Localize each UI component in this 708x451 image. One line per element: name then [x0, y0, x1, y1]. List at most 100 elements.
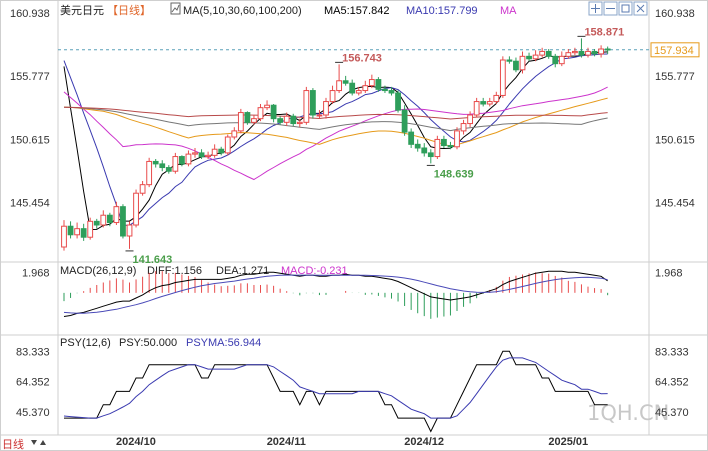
candle-body — [336, 80, 343, 92]
axis-labels: 160.938 160.938 155.777 155.777 150.615 150.6… — [10, 8, 700, 448]
price-axis-tick-right: 155.777 — [655, 71, 695, 83]
candle-body — [270, 104, 277, 120]
candle-body — [421, 147, 428, 154]
candles — [61, 38, 611, 251]
macd-title: MACD(26,12,9) — [60, 265, 136, 277]
psy-axis-tick-right: 64.352 — [655, 377, 689, 389]
candle-body — [323, 101, 329, 116]
psy-panel — [63, 350, 608, 433]
plus-icon[interactable] — [588, 1, 603, 16]
psy-axis-tick-left: 83.333 — [16, 346, 50, 358]
period-dropdown-icon[interactable] — [31, 440, 37, 445]
candle-body — [375, 79, 382, 90]
ma-line-ma60 — [63, 97, 608, 147]
candle-body — [100, 214, 107, 226]
low-annotation: 141.643 — [133, 254, 173, 266]
candle-body — [526, 55, 532, 60]
moving-averages — [63, 51, 608, 231]
candle-body — [434, 138, 441, 158]
candle-body — [552, 55, 559, 65]
candle-body — [591, 50, 598, 55]
macd-dea-line — [63, 274, 608, 314]
date-axis-tick: 2024/10 — [116, 436, 156, 448]
psy-line — [64, 350, 608, 433]
candle-body — [224, 136, 231, 154]
price-axis-tick-right: 145.454 — [655, 197, 695, 209]
date-axis-tick: 2025/01 — [548, 436, 588, 448]
candle-body — [316, 114, 323, 117]
macd-hist-label: MACD:-0.231 — [281, 265, 348, 277]
psyma-line — [63, 357, 608, 419]
ma-legend-swatch-line — [171, 4, 180, 13]
ma10-label: MA10:157.799 — [406, 5, 478, 17]
date-axis-tick: 2024/12 — [404, 436, 444, 448]
candle-body — [519, 55, 526, 71]
candle-body — [192, 152, 198, 155]
candle-body — [290, 115, 297, 125]
candle-body — [506, 59, 513, 62]
candle-body — [218, 148, 225, 154]
candle-body — [303, 90, 310, 123]
candle-body — [205, 154, 211, 158]
candle-body — [447, 145, 454, 148]
minus-icon[interactable] — [603, 1, 618, 16]
candle-body — [126, 224, 133, 237]
close-icon[interactable] — [633, 1, 648, 16]
period-footer-label: 日线 — [2, 437, 24, 451]
candle-body — [355, 90, 362, 94]
candle-body — [106, 214, 113, 224]
macd-axis-tick-right: 1.968 — [655, 268, 683, 280]
last-price-tag-box — [650, 42, 700, 58]
candle-body — [408, 131, 415, 145]
period-label: 【日线】 — [107, 3, 151, 17]
price-axis-tick-right: 160.938 — [655, 8, 695, 20]
candle-body — [146, 160, 153, 186]
macd-dif-line — [63, 270, 608, 317]
psy-value-label: PSY:50.000 — [119, 337, 177, 349]
candle-body — [172, 156, 179, 172]
candle-body — [277, 118, 284, 123]
macd-dif-label: DIFF:1.156 — [147, 265, 202, 277]
psy-axis-tick-right: 45.370 — [655, 407, 689, 419]
annotations: 158.871 156.743 148.639 141.643 — [125, 26, 624, 266]
date-axis-tick: 2024/11 — [267, 436, 306, 448]
candle-body — [558, 55, 565, 65]
ma-line-ma5 — [63, 51, 608, 231]
price-axis-tick-right: 150.615 — [655, 134, 695, 146]
candle-body — [480, 101, 487, 105]
candle-body — [152, 160, 159, 165]
ma-params-label[interactable]: MA(5,10,30,60,100,200) — [183, 5, 302, 17]
candle-body — [264, 104, 270, 109]
candle-body — [598, 48, 605, 55]
candle-body — [237, 112, 244, 132]
candle-body — [414, 143, 421, 149]
candle-body — [61, 225, 67, 248]
candle-body — [572, 50, 578, 54]
candle-body — [342, 80, 349, 84]
expand-icon[interactable] — [618, 1, 633, 16]
period-switch-icon[interactable] — [40, 440, 46, 445]
price-axis-tick-left: 155.777 — [10, 71, 50, 83]
candle-body — [251, 118, 257, 123]
candle-body — [257, 107, 264, 120]
candle-body — [329, 90, 336, 103]
ma5-label: MA5:157.842 — [324, 5, 389, 17]
candle-body — [513, 60, 519, 71]
low-annotation: 148.639 — [434, 168, 474, 180]
ma-line-ma200 — [63, 106, 608, 120]
candle-body — [74, 228, 80, 236]
candle-body — [441, 138, 447, 147]
candle-body — [585, 50, 591, 56]
ma-line-ma10 — [63, 53, 608, 226]
candle-body — [80, 228, 87, 238]
candle-body — [244, 112, 251, 123]
candle-body — [473, 101, 480, 116]
candle-body — [545, 50, 552, 57]
candle-body — [165, 167, 172, 172]
candle-body — [401, 109, 408, 133]
ma-tag-label: MA — [500, 5, 517, 17]
candle-body — [133, 192, 139, 226]
candle-body — [211, 148, 218, 156]
